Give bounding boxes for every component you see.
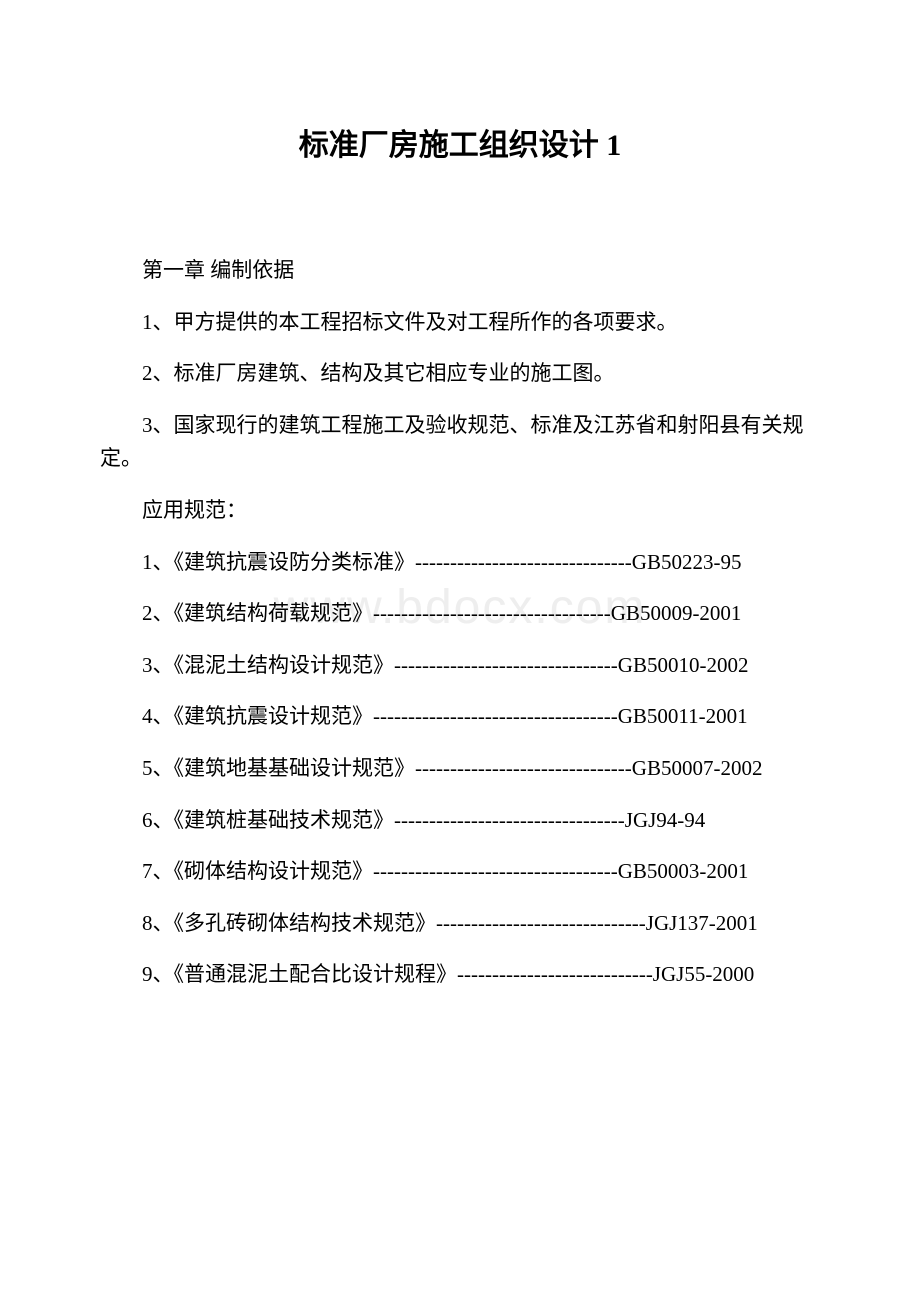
chapter-heading: 第一章 编制依据 <box>100 254 820 288</box>
spec-item-3: 3、《混泥土结构设计规范》---------------------------… <box>100 649 820 683</box>
spec-item-6: 6、《建筑桩基础技术规范》---------------------------… <box>100 804 820 838</box>
spec-item-8: 8、《多孔砖砌体结构技术规范》-------------------------… <box>100 907 820 941</box>
spec-item-5: 5、《建筑地基基础设计规范》--------------------------… <box>100 752 820 786</box>
intro-item-2: 2、标准厂房建筑、结构及其它相应专业的施工图。 <box>100 357 820 391</box>
spec-item-9: 9、《普通混泥土配合比设计规程》------------------------… <box>100 958 820 992</box>
intro-item-3: 3、国家现行的建筑工程施工及验收规范、标准及江苏省和射阳县有关规定。 <box>100 409 820 476</box>
intro-item-1: 1、甲方提供的本工程招标文件及对工程所作的各项要求。 <box>100 306 820 340</box>
spec-item-7: 7、《砌体结构设计规范》----------------------------… <box>100 855 820 889</box>
spec-item-2: 2、《建筑结构荷载规范》----------------------------… <box>100 597 820 631</box>
spec-label: 应用规范： <box>100 494 820 528</box>
spec-item-1: 1、《建筑抗震设防分类标准》--------------------------… <box>100 546 820 580</box>
document-title: 标准厂房施工组织设计 1 <box>100 120 820 164</box>
spec-item-4: 4、《建筑抗震设计规范》----------------------------… <box>100 700 820 734</box>
